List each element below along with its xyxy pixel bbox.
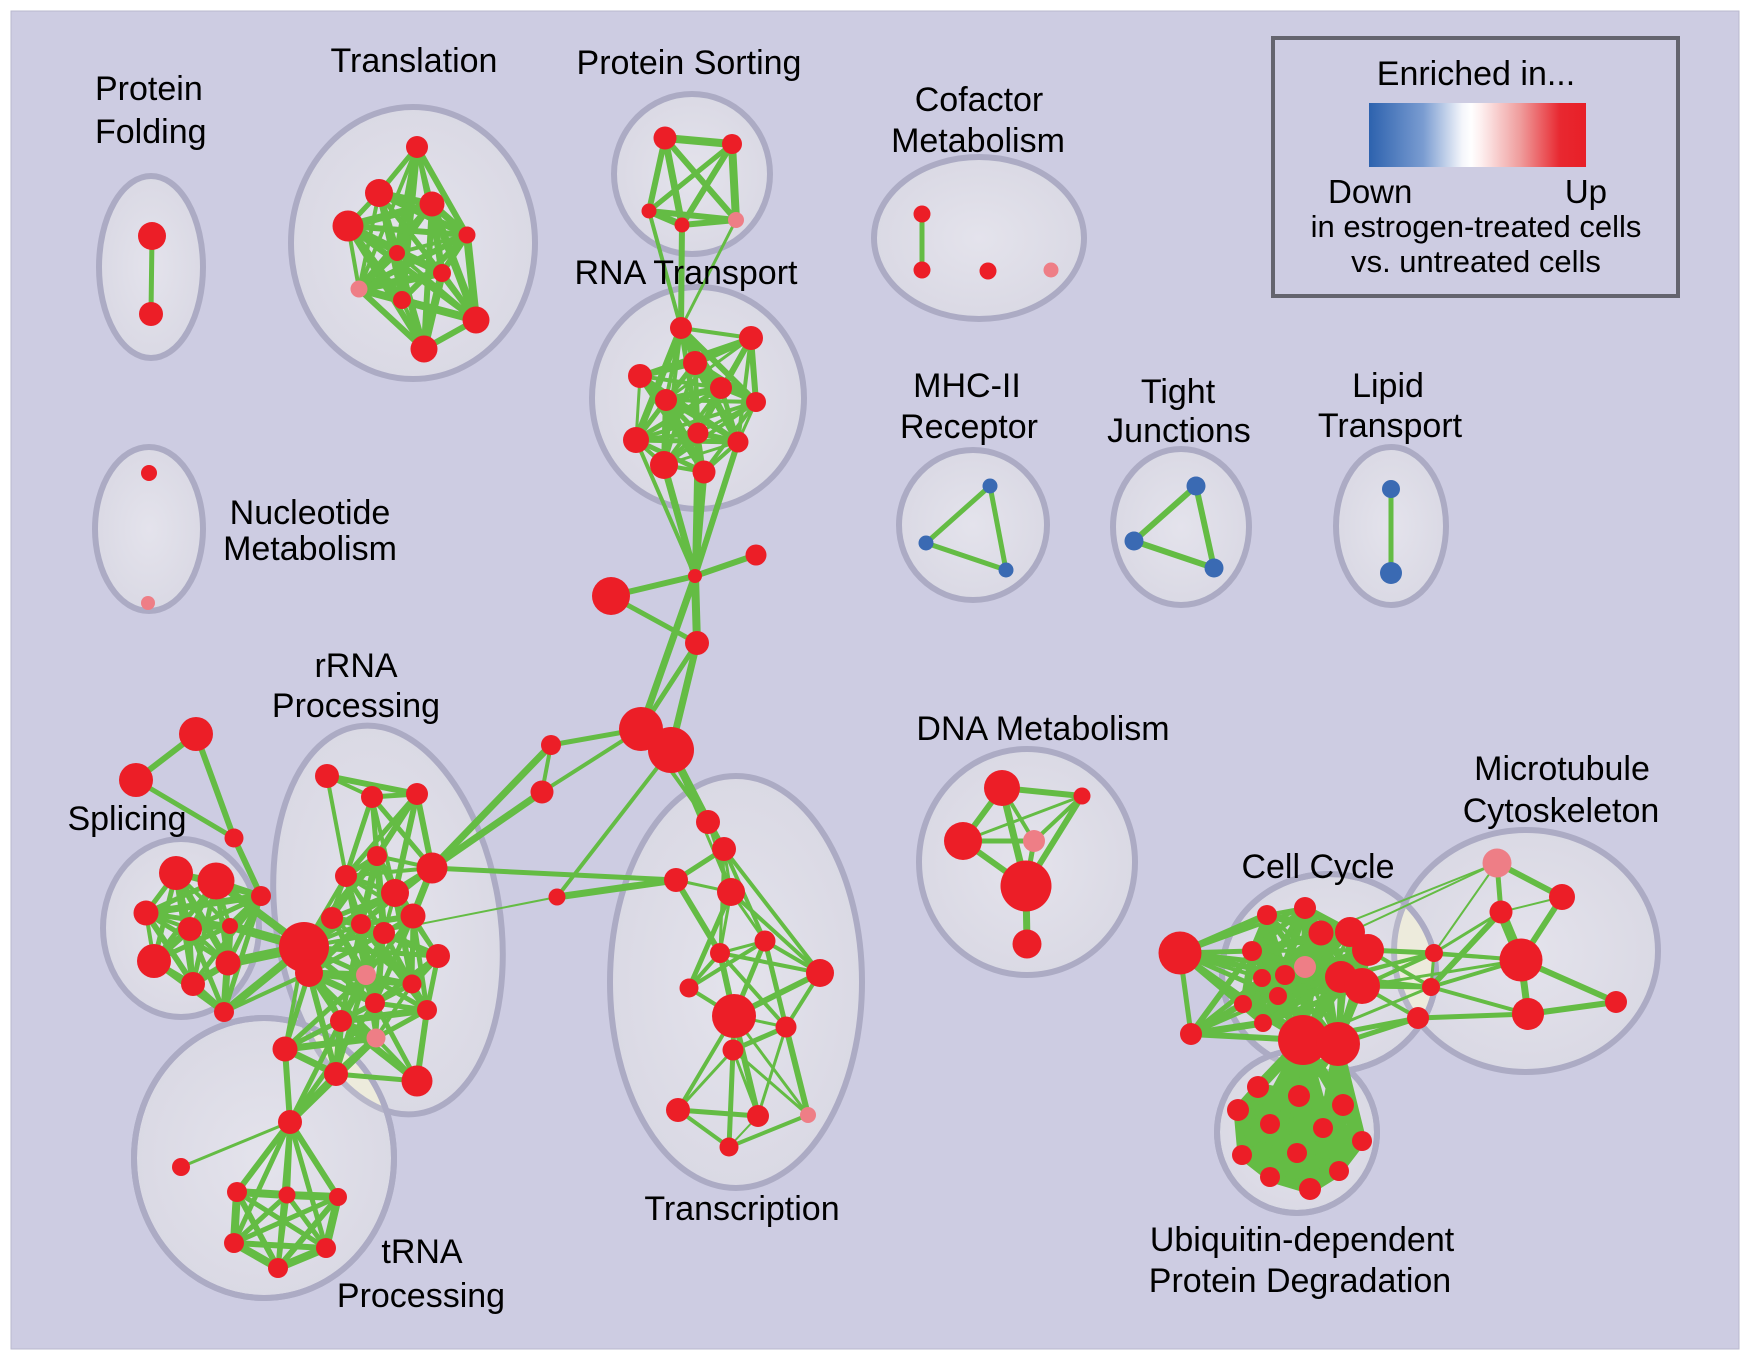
svg-text:Protein Degradation: Protein Degradation [1149,1262,1451,1300]
svg-text:rRNA: rRNA [314,647,397,685]
svg-text:Up: Up [1565,173,1607,210]
svg-text:Metabolism: Metabolism [223,530,397,568]
svg-text:Protein Sorting: Protein Sorting [577,44,802,82]
svg-text:RNA Transport: RNA Transport [575,254,799,292]
svg-text:in estrogen-treated cells: in estrogen-treated cells [1311,209,1642,244]
svg-text:Cell Cycle: Cell Cycle [1241,848,1394,886]
svg-text:Processing: Processing [272,687,440,725]
svg-text:Enriched in...: Enriched in... [1377,55,1575,93]
svg-text:tRNA: tRNA [381,1233,463,1271]
svg-text:Transport: Transport [1318,407,1463,445]
svg-text:Junctions: Junctions [1107,412,1251,450]
svg-text:MHC-II: MHC-II [913,367,1021,405]
svg-text:Down: Down [1328,173,1412,210]
svg-text:DNA Metabolism: DNA Metabolism [916,710,1169,748]
svg-text:Folding: Folding [95,113,207,151]
svg-text:Lipid: Lipid [1352,367,1424,405]
svg-text:vs. untreated cells: vs. untreated cells [1351,244,1601,279]
svg-text:Cofactor: Cofactor [915,81,1044,119]
svg-text:Receptor: Receptor [900,408,1038,446]
svg-text:Translation: Translation [331,42,498,80]
svg-text:Microtubule: Microtubule [1474,750,1650,788]
svg-text:Ubiquitin-dependent: Ubiquitin-dependent [1150,1221,1455,1259]
svg-text:Splicing: Splicing [67,800,186,838]
svg-text:Cytoskeleton: Cytoskeleton [1463,792,1660,830]
svg-text:Protein: Protein [95,70,203,108]
svg-text:Processing: Processing [337,1277,505,1315]
svg-text:Nucleotide: Nucleotide [230,494,391,532]
svg-text:Metabolism: Metabolism [891,122,1065,160]
svg-text:Transcription: Transcription [644,1190,839,1228]
svg-text:Tight: Tight [1141,373,1216,411]
